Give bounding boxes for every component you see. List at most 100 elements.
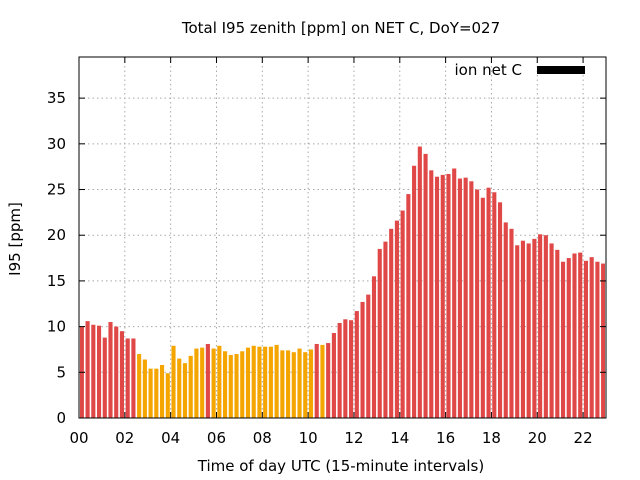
bar-7 <box>119 331 125 418</box>
bar-90 <box>595 261 600 418</box>
bar-4 <box>102 337 107 418</box>
bar-51 <box>371 276 377 418</box>
bar-47 <box>349 320 354 418</box>
bar-57 <box>406 194 411 418</box>
bar-64 <box>446 173 451 418</box>
bar-60 <box>423 153 428 418</box>
bar-19 <box>188 355 193 418</box>
bars-layer <box>80 146 605 418</box>
bar-1 <box>85 321 90 418</box>
bar-50 <box>366 294 371 418</box>
bar-61 <box>429 170 434 418</box>
x-tick-label-06: 06 <box>207 429 226 447</box>
bar-68 <box>469 181 474 418</box>
legend: ion net C <box>455 61 585 79</box>
bar-86 <box>572 253 577 418</box>
bar-23 <box>211 348 216 418</box>
bar-66 <box>457 178 462 418</box>
bar-82 <box>549 243 554 418</box>
x-tick-label-02: 02 <box>115 429 134 447</box>
bar-91 <box>601 263 605 418</box>
bar-37 <box>291 352 296 418</box>
y-tick-label-0: 0 <box>56 409 66 427</box>
bar-35 <box>280 350 285 418</box>
bar-87 <box>578 252 583 418</box>
bar-56 <box>400 210 405 418</box>
bar-80 <box>538 234 543 418</box>
bar-15 <box>165 373 170 418</box>
grid-layer <box>79 57 606 418</box>
bar-85 <box>566 258 571 418</box>
y-axis-label: I95 [ppm] <box>6 202 24 276</box>
x-axis-label: Time of day UTC (15-minute intervals) <box>197 457 484 475</box>
bar-59 <box>417 146 422 418</box>
bar-2 <box>91 324 96 418</box>
chart-title: Total I95 zenith [ppm] on NET C, DoY=027 <box>181 19 500 37</box>
bar-27 <box>234 354 239 418</box>
bar-29 <box>245 347 251 418</box>
bar-42 <box>320 344 325 418</box>
bar-74 <box>503 222 508 418</box>
x-tick-label-18: 18 <box>482 429 501 447</box>
x-tick-label-10: 10 <box>299 429 318 447</box>
bar-6 <box>114 326 119 418</box>
plot-frame <box>78 56 607 419</box>
bar-12 <box>148 368 153 418</box>
bar-14 <box>160 364 165 418</box>
x-tick-label-22: 22 <box>574 429 593 447</box>
bar-43 <box>326 343 331 418</box>
bar-69 <box>475 189 480 418</box>
bar-13 <box>154 368 159 418</box>
bar-9 <box>131 338 136 418</box>
bar-30 <box>251 345 256 418</box>
bar-21 <box>200 347 205 418</box>
bar-39 <box>303 352 308 418</box>
bar-48 <box>354 311 359 418</box>
x-tick-label-08: 08 <box>253 429 272 447</box>
y-tick-label-10: 10 <box>47 318 66 336</box>
bar-65 <box>452 168 457 418</box>
bar-40 <box>308 349 314 418</box>
bar-24 <box>217 345 222 418</box>
bar-44 <box>331 333 336 418</box>
y-tick-label-35: 35 <box>47 89 66 107</box>
x-tick-label-16: 16 <box>436 429 455 447</box>
bar-70 <box>480 197 485 418</box>
bar-58 <box>412 165 417 418</box>
legend-swatch <box>537 66 585 74</box>
bar-32 <box>263 346 268 418</box>
x-tick-label-00: 00 <box>69 429 88 447</box>
bar-84 <box>560 261 566 418</box>
bar-31 <box>257 346 262 418</box>
x-tick-label-20: 20 <box>528 429 547 447</box>
bar-38 <box>297 348 302 418</box>
y-tick-label-25: 25 <box>47 181 66 199</box>
bar-25 <box>223 351 228 418</box>
y-tick-label-30: 30 <box>47 135 66 153</box>
bar-55 <box>394 220 399 418</box>
bar-52 <box>377 248 382 418</box>
bar-3 <box>96 325 102 418</box>
bar-72 <box>492 192 497 418</box>
bar-8 <box>125 338 130 418</box>
bar-71 <box>486 187 491 418</box>
bar-62 <box>434 176 440 418</box>
bar-78 <box>526 243 531 418</box>
bar-10 <box>137 354 142 418</box>
bar-76 <box>515 245 520 418</box>
bar-16 <box>171 345 176 418</box>
bar-18 <box>182 363 188 418</box>
bar-73 <box>497 202 503 418</box>
y-tick-label-15: 15 <box>47 272 66 290</box>
bar-33 <box>268 346 273 418</box>
bar-67 <box>463 177 468 418</box>
bar-81 <box>543 235 548 418</box>
bar-49 <box>360 301 365 418</box>
bar-46 <box>343 319 348 418</box>
bar-83 <box>555 249 560 418</box>
bar-54 <box>389 228 394 418</box>
y-tick-label-5: 5 <box>56 363 66 381</box>
x-tick-label-04: 04 <box>161 429 180 447</box>
